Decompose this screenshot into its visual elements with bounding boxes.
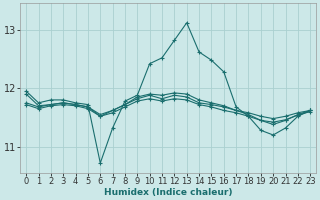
X-axis label: Humidex (Indice chaleur): Humidex (Indice chaleur) bbox=[104, 188, 232, 197]
